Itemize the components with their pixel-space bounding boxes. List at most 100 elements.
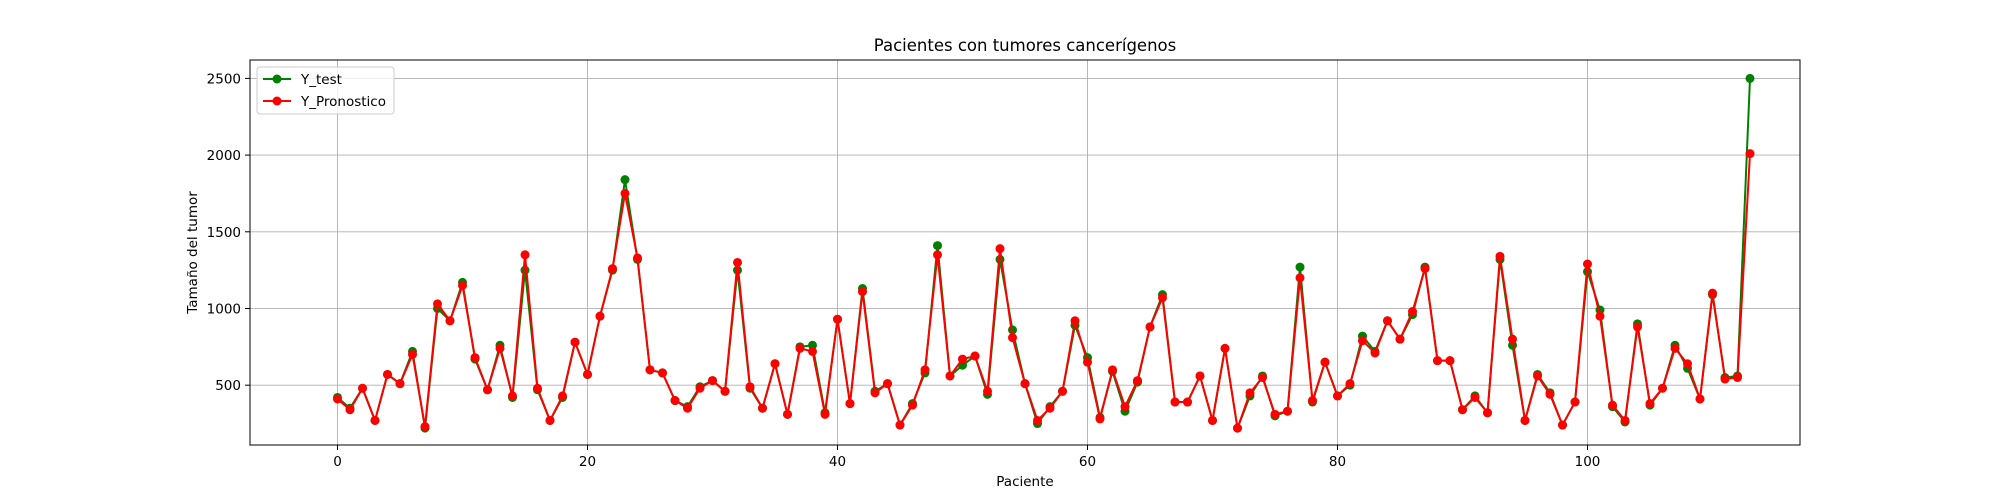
data-point-y-pronostico [995,244,1005,254]
data-point-y-pronostico [1520,415,1530,425]
data-point-y-pronostico [1445,356,1455,366]
data-point-y-pronostico [945,371,955,381]
data-point-y-pronostico [1595,311,1605,321]
data-point-y-pronostico [470,353,480,363]
data-point-y-test [620,175,630,185]
data-point-y-pronostico [670,396,680,406]
data-point-y-test [1745,73,1755,83]
y-tick-label: 2000 [207,148,241,164]
legend-box [256,66,395,115]
data-point-y-pronostico [1333,391,1342,401]
data-point-y-pronostico [1120,402,1130,412]
data-point-y-pronostico [620,188,630,198]
data-point-y-pronostico [1633,322,1642,332]
data-point-y-pronostico [408,350,417,359]
data-point-y-pronostico [1695,394,1705,404]
x-tick-label: 100 [1575,454,1601,470]
data-point-y-pronostico [1170,397,1180,407]
data-point-y-pronostico [608,264,617,274]
data-point-y-pronostico [1483,408,1492,418]
x-tick-label: 40 [829,454,846,470]
plot-frame [249,59,1801,446]
data-point-y-pronostico [745,382,755,392]
data-point-y-pronostico [1645,399,1655,409]
data-point-y-pronostico [1033,415,1042,425]
data-point-y-pronostico [1670,343,1680,353]
data-point-y-pronostico [533,383,542,393]
data-point-y-pronostico [545,415,555,425]
data-point-y-pronostico [570,337,580,347]
data-point-y-pronostico [1183,397,1192,407]
data-point-y-pronostico [720,386,730,396]
data-point-y-pronostico [1708,288,1717,298]
data-point-y-pronostico [1583,259,1592,269]
data-point-y-pronostico [1220,343,1230,353]
data-point-y-pronostico [1733,373,1742,383]
data-point-y-pronostico [683,403,692,413]
data-point-y-pronostico [1208,415,1217,425]
y-axis-label: Tamaño del tumor [185,191,201,315]
data-point-y-pronostico [1458,405,1467,415]
y-tick-label: 1000 [207,301,241,317]
data-point-y-pronostico [345,405,355,415]
data-point-y-pronostico [883,379,892,389]
data-point-y-pronostico [1370,348,1380,358]
y-tick-label: 2500 [207,71,241,87]
data-point-y-pronostico [1470,392,1480,402]
data-point-y-pronostico [1083,357,1092,367]
data-point-y-pronostico [1608,400,1617,410]
chart-title: Pacientes con tumores cancerígenos [874,36,1176,55]
axis-ticks: 0 20 40 60 80 100 500 1000 1500 2000 2500 [207,71,1601,470]
data-point-y-test [520,265,530,275]
data-point-y-pronostico [708,376,717,386]
data-point-y-pronostico [820,409,830,419]
data-point-y-pronostico [1258,373,1267,383]
legend-label-y-pronostico: Y_Pronostico [300,94,386,110]
data-point-y-pronostico [658,368,667,378]
data-point-y-pronostico [433,299,442,309]
data-point-y-pronostico [983,386,992,396]
data-point-y-pronostico [583,369,592,379]
data-point-y-pronostico [1408,307,1417,317]
data-point-y-pronostico [1570,397,1580,407]
y-tick-label: 1500 [207,225,241,241]
data-point-y-pronostico [1045,403,1055,413]
data-point-y-pronostico [858,287,867,297]
x-axis-label: Paciente [996,474,1053,490]
data-point-y-pronostico [895,420,905,430]
data-point-y-pronostico [1745,149,1755,159]
data-point-y-pronostico [445,316,455,326]
data-point-y-pronostico [1108,365,1117,375]
data-point-y-pronostico [933,250,942,260]
data-point-y-pronostico [1095,414,1105,424]
data-point-y-pronostico [520,250,530,260]
data-point-y-pronostico [1270,409,1280,419]
data-point-y-pronostico [833,314,842,324]
data-point-y-pronostico [1620,415,1630,425]
data-point-y-pronostico [1295,273,1305,283]
data-point-y-test [933,241,942,251]
data-point-y-pronostico [1720,374,1730,384]
data-point-y-pronostico [695,383,705,393]
x-tick-label: 0 [333,454,342,470]
data-point-y-pronostico [1420,264,1430,274]
data-point-y-pronostico [1058,386,1067,396]
data-point-y-pronostico [783,409,792,419]
data-point-y-pronostico [845,399,855,409]
data-point-y-pronostico [758,403,767,413]
series-y-pronostico [333,149,1755,433]
data-point-y-pronostico [970,351,980,361]
data-point-y-pronostico [1395,334,1405,344]
data-point-y-pronostico [633,253,642,263]
data-point-y-pronostico [645,365,655,375]
y-tick-label: 500 [215,378,241,394]
data-point-y-pronostico [333,394,342,404]
data-point-y-pronostico [1195,371,1205,381]
data-point-y-pronostico [1145,322,1155,332]
data-point-y-pronostico [1070,316,1080,326]
data-point-y-pronostico [1508,334,1517,344]
series-layer [333,73,1755,433]
data-point-y-pronostico [1658,383,1667,393]
data-point-y-pronostico [908,400,917,410]
data-point-y-pronostico [1245,388,1255,398]
